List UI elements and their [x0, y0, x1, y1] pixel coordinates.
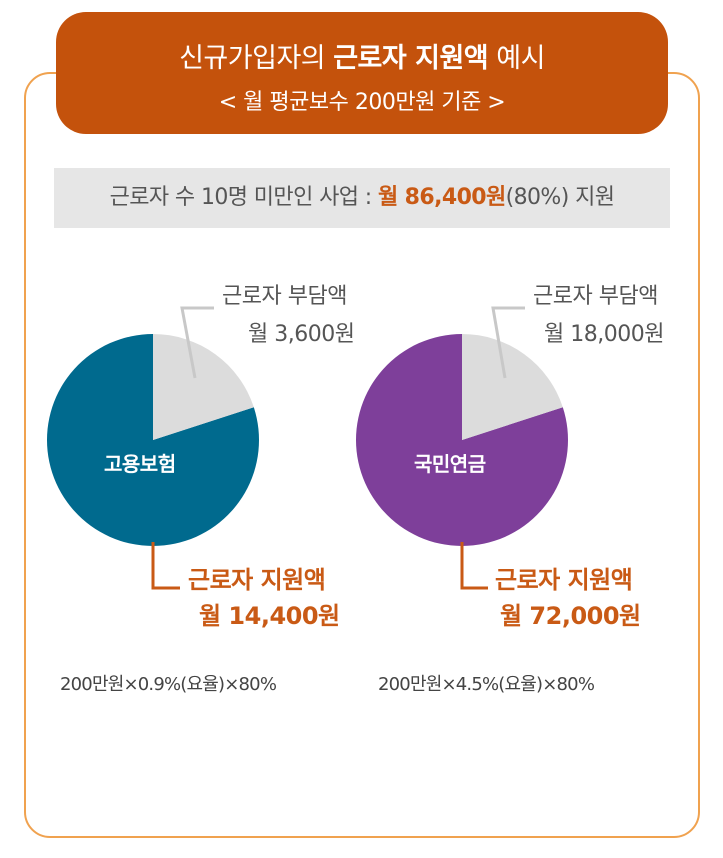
summary-bar: 근로자 수 10명 미만인 사업 : 월 86,400원(80%) 지원 [54, 168, 670, 228]
burden-label: 근로자 부담액 [222, 284, 347, 309]
support-value: 월 14,400원 [199, 602, 340, 630]
burden-label: 근로자 부담액 [533, 284, 658, 309]
formula-text: 200만원×4.5%(요율)×80% [378, 674, 595, 695]
support-leader-line [151, 542, 180, 590]
pie-slice-worker-burden [462, 334, 563, 440]
pie-slice-worker-burden [153, 334, 254, 440]
support-label: 근로자 지원액 [495, 566, 633, 594]
pie-slice-worker-support [355, 334, 568, 546]
pie-center-label: 국민연금 [414, 452, 486, 476]
support-leader-line [460, 542, 488, 590]
banner-subtitle: < 월 평균보수 200만원 기준 > [218, 90, 506, 115]
burden-leader-line [180, 306, 214, 379]
pie-center-label: 고용보험 [104, 452, 176, 476]
pie-employment-insurance [46, 306, 259, 590]
burden-leader-line [491, 306, 525, 379]
burden-value: 월 18,000원 [544, 322, 664, 347]
banner-title: 신규가입자의 근로자 지원액 예시 [179, 43, 545, 74]
summary-suffix: (80%) 지원 [505, 185, 615, 210]
support-label: 근로자 지원액 [188, 566, 326, 594]
burden-value: 월 3,600원 [248, 322, 355, 347]
support-value: 월 72,000원 [500, 602, 641, 630]
summary-highlight: 월 86,400원 [377, 185, 506, 210]
pie-national-pension [355, 306, 568, 590]
pie-slice-worker-support [46, 334, 259, 547]
summary-prefix: 근로자 수 10명 미만인 사업 : [109, 185, 378, 210]
title-banner: 신규가입자의 근로자 지원액 예시 < 월 평균보수 200만원 기준 > [56, 12, 668, 134]
formula-text: 200만원×0.9%(요율)×80% [60, 674, 277, 695]
